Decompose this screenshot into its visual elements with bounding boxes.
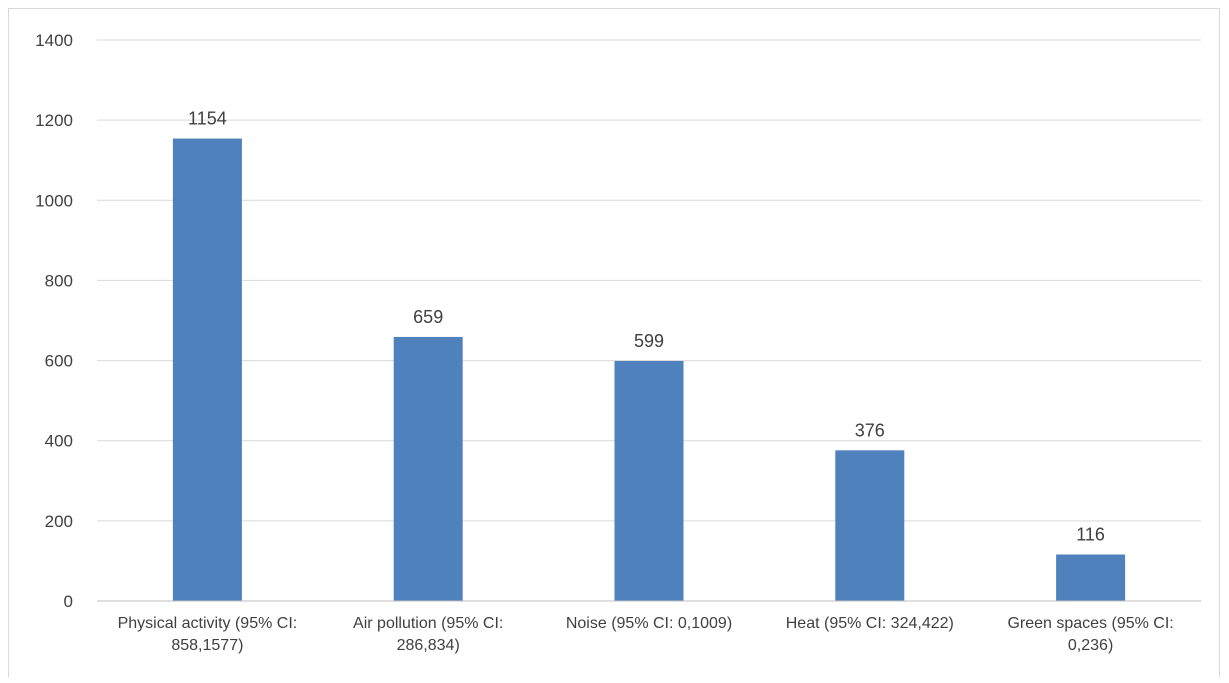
- bars: [172, 138, 1126, 601]
- x-tick-label-line: Noise (95% CI: 0,1009): [566, 615, 732, 632]
- x-tick-label: Noise (95% CI: 0,1009): [566, 615, 732, 632]
- data-label: 599: [634, 331, 664, 351]
- y-axis-tick-labels: 0 200 400 600 800 1000 1200 1400: [35, 31, 73, 611]
- data-label: 659: [413, 307, 443, 327]
- y-tick-label: 1000: [35, 191, 73, 210]
- y-tick-label: 1400: [35, 31, 73, 50]
- x-tick-label-line: 858,1577): [171, 637, 243, 654]
- y-tick-label: 200: [45, 512, 73, 531]
- bar: [835, 450, 905, 601]
- x-tick-label: Heat (95% CI: 324,422): [786, 615, 954, 632]
- data-label: 376: [855, 420, 885, 440]
- x-tick-label-line: 0,236): [1068, 637, 1113, 654]
- bar: [1056, 554, 1126, 601]
- x-tick-label-line: Heat (95% CI: 324,422): [786, 615, 954, 632]
- y-tick-label: 0: [64, 592, 73, 611]
- data-label: 1154: [188, 109, 227, 129]
- y-tick-label: 800: [45, 271, 73, 290]
- y-tick-label: 1200: [35, 111, 73, 130]
- data-labels: 1154 659 599 376 116: [188, 109, 1105, 545]
- x-tick-label: Green spaces (95% CI: 0,236): [1007, 615, 1173, 654]
- x-tick-label-line: 286,834): [397, 637, 460, 654]
- chart-frame: 0 200 400 600 800 1000 1200 1400 1154 659 599 376 1…: [8, 8, 1220, 677]
- gridlines: [97, 39, 1201, 522]
- y-tick-label: 400: [45, 432, 73, 451]
- bar: [172, 138, 242, 601]
- x-tick-label-line: Air pollution (95% CI:: [353, 615, 503, 632]
- y-tick-label: 600: [45, 352, 73, 371]
- x-tick-label-line: Green spaces (95% CI:: [1007, 615, 1173, 632]
- x-tick-label-line: Physical activity (95% CI:: [118, 615, 298, 632]
- bar: [614, 360, 684, 601]
- x-axis-tick-labels: Physical activity (95% CI: 858,1577) Air p…: [118, 615, 1174, 654]
- x-tick-label: Physical activity (95% CI: 858,1577): [118, 615, 298, 654]
- x-tick-label: Air pollution (95% CI: 286,834): [353, 615, 503, 654]
- bar: [393, 336, 463, 601]
- data-label: 116: [1076, 525, 1105, 545]
